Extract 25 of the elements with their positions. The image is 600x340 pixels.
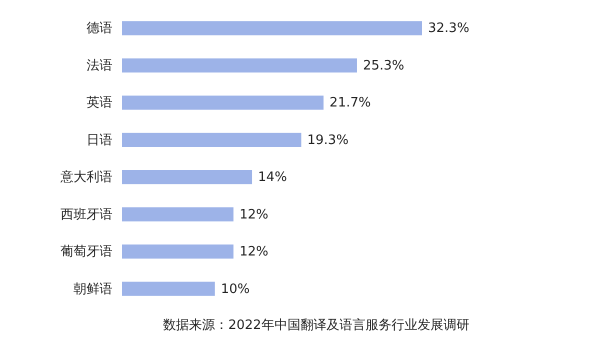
data-label: 25.3% <box>362 58 404 74</box>
y-tick-label: 德语 <box>86 21 112 36</box>
y-tick-label: 葡萄牙语 <box>60 244 112 260</box>
bar <box>122 132 302 147</box>
data-label: 10% <box>220 282 250 297</box>
y-tick-label: 英语 <box>86 96 112 111</box>
y-tick-label: 意大利语 <box>60 170 112 186</box>
bar <box>122 21 422 36</box>
bar <box>122 96 324 110</box>
y-tick-label: 朝鲜语 <box>74 282 112 297</box>
bar <box>122 282 215 296</box>
y-tick-label: 法语 <box>86 58 112 74</box>
y-tick-label: 日语 <box>86 132 112 148</box>
y-tick-label: 西班牙语 <box>60 207 112 222</box>
data-label: 12% <box>239 244 268 260</box>
data-label: 32.3% <box>428 21 470 36</box>
bar <box>122 58 357 73</box>
data-label: 19.3% <box>307 132 349 148</box>
bar <box>122 170 252 184</box>
bar <box>122 207 234 222</box>
bar <box>122 244 234 259</box>
data-label: 21.7% <box>330 96 371 111</box>
data-label: 12% <box>239 207 268 222</box>
data-label: 14% <box>258 170 287 186</box>
source-note: 数据来源：2022年中国翻译及语言服务行业发展调研 <box>163 317 470 333</box>
